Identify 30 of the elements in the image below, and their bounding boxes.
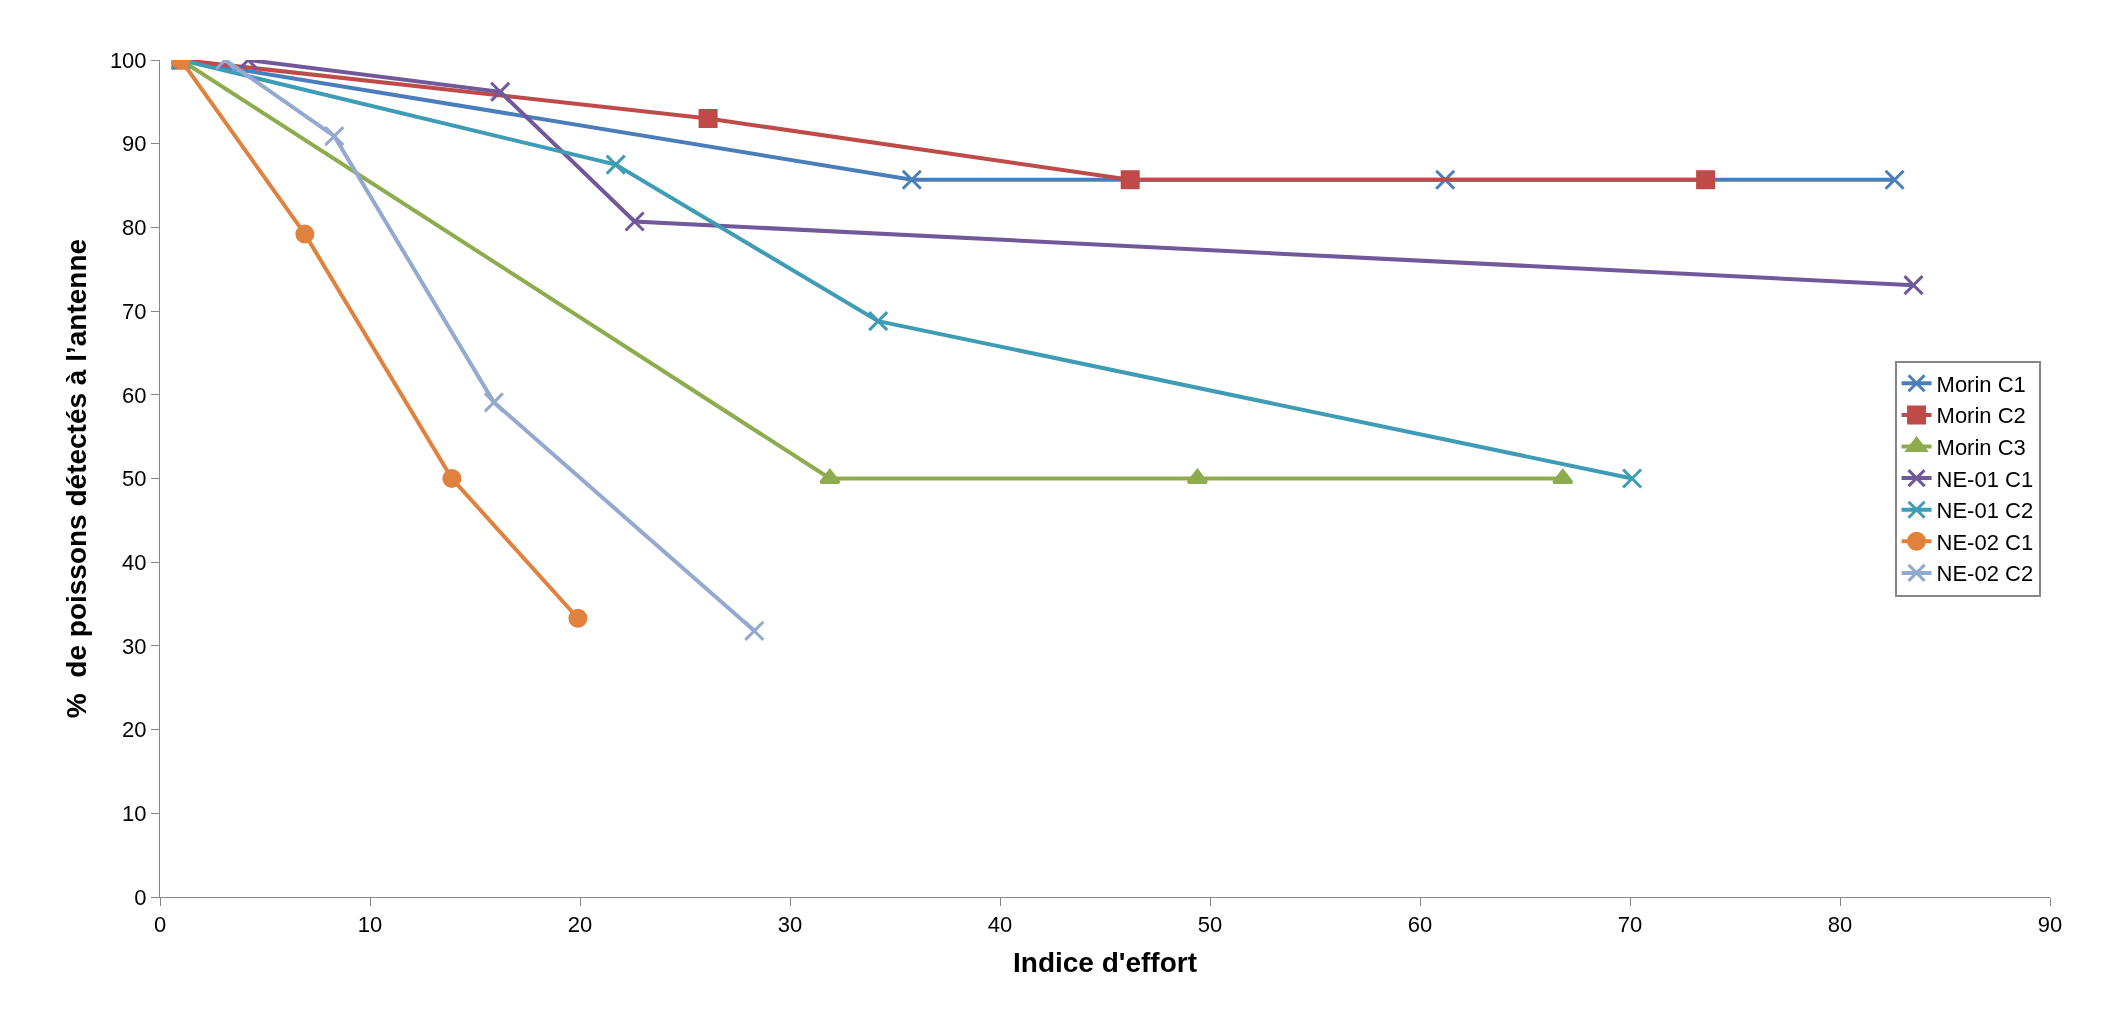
x-tick-label: 0 xyxy=(153,912,167,938)
y-tick-label: 40 xyxy=(122,549,147,575)
y-tick-label: 70 xyxy=(122,298,147,324)
legend-label: NE-02 C1 xyxy=(1936,529,2034,555)
y-tick-label: 80 xyxy=(122,215,147,241)
x-tick-label: 30 xyxy=(777,912,803,938)
y-tick-label: 100 xyxy=(109,47,147,73)
x-tick-label: 70 xyxy=(1617,912,1643,938)
legend-label: NE-01 C2 xyxy=(1936,498,2034,524)
legend-label: Morin C2 xyxy=(1936,403,2026,429)
x-tick-label: 40 xyxy=(987,912,1013,938)
y-tick-label: 60 xyxy=(122,382,147,408)
y-tick-label: 10 xyxy=(122,801,147,826)
x-tick-label: 10 xyxy=(357,912,383,938)
y-tick-label: 30 xyxy=(122,633,147,659)
x-tick-label: 60 xyxy=(1407,912,1433,938)
x-tick-label: 80 xyxy=(1827,912,1853,938)
y-tick-label: 0 xyxy=(134,884,147,910)
x-axis-title: Indice d'effort xyxy=(1013,946,1197,978)
y-tick-label: 50 xyxy=(122,466,147,492)
y-tick-label: 20 xyxy=(122,717,147,743)
legend-label: Morin C1 xyxy=(1936,371,2026,397)
legend-label: NE-02 C2 xyxy=(1936,561,2034,587)
y-tick-label: 90 xyxy=(122,131,147,157)
legend-label: NE-01 C1 xyxy=(1936,466,2034,492)
x-tick-label: 20 xyxy=(567,912,593,938)
x-tick-label: 50 xyxy=(1197,912,1223,938)
x-tick-label: 90 xyxy=(2037,912,2063,938)
y-axis-title: % de poissons détectés à l’antenne xyxy=(60,238,92,719)
legend-label: Morin C3 xyxy=(1936,435,2026,461)
